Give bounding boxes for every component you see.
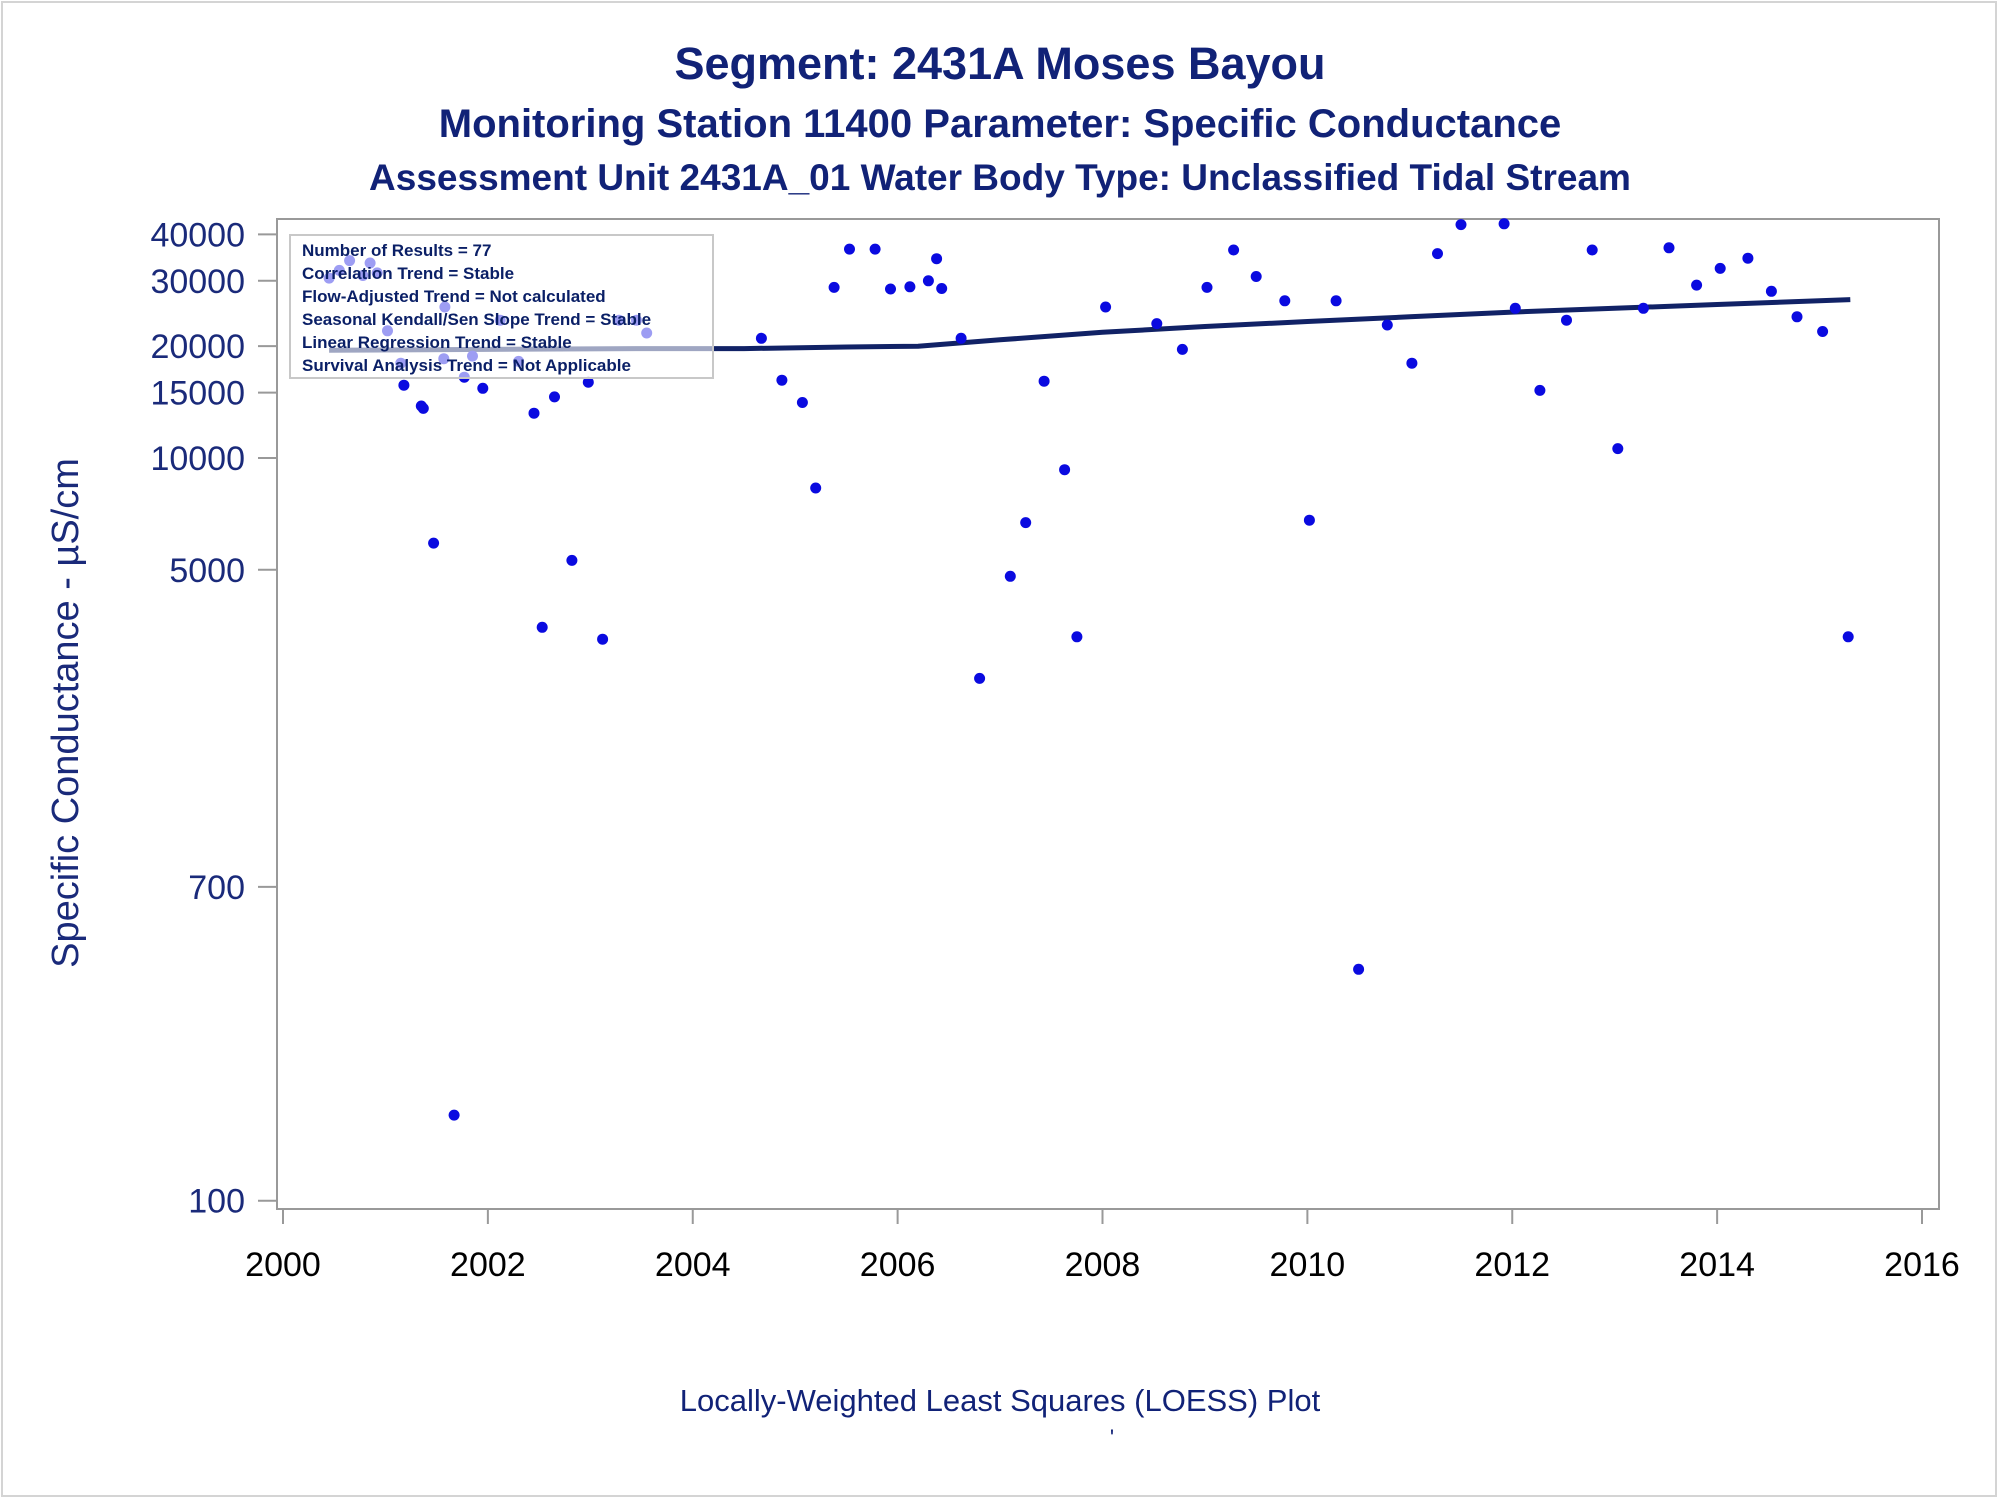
data-point xyxy=(885,283,896,295)
data-point xyxy=(1406,357,1418,369)
data-point xyxy=(1742,252,1754,264)
data-point xyxy=(1561,314,1572,326)
x-tick-label: 2004 xyxy=(655,1246,731,1284)
data-point xyxy=(974,672,986,684)
data-point xyxy=(1201,281,1213,293)
y-tick-label: 30000 xyxy=(150,263,245,301)
statistics-line: Flow-Adjusted Trend = Not calculated xyxy=(302,287,606,306)
data-point xyxy=(1509,302,1521,314)
data-point xyxy=(1228,244,1240,256)
data-point xyxy=(566,554,578,566)
data-point xyxy=(922,275,934,287)
y-tick-label: 40000 xyxy=(150,216,245,254)
data-point xyxy=(1004,570,1016,582)
y-tick-label: 700 xyxy=(188,869,245,907)
data-point xyxy=(582,376,594,388)
data-point xyxy=(1498,218,1510,230)
data-point xyxy=(398,379,410,391)
data-point xyxy=(1534,384,1546,396)
x-tick-label: 2010 xyxy=(1270,1246,1346,1284)
data-point xyxy=(448,1109,460,1121)
data-point xyxy=(536,621,548,633)
y-tick-label: 15000 xyxy=(150,375,245,413)
statistics-line: Number of Results = 77 xyxy=(302,241,491,260)
data-point xyxy=(755,332,767,344)
data-point xyxy=(1020,517,1032,529)
data-point xyxy=(776,374,788,386)
data-point xyxy=(1637,302,1649,314)
data-point xyxy=(1586,244,1598,256)
y-tick-label: 100 xyxy=(188,1183,245,1221)
data-point xyxy=(904,281,916,293)
x-tick-label: 2012 xyxy=(1474,1246,1550,1284)
data-point xyxy=(1455,219,1467,231)
x-axis: 2000 2002 2004 2006 2008 2010 2012 2014 2016 xyxy=(245,1209,1960,1284)
chart-subtitle-2: Assessment Unit 2431A_01 Water Body Type… xyxy=(369,157,1631,198)
data-point xyxy=(477,382,489,394)
y-tick-label: 10000 xyxy=(150,440,245,478)
chart-title: Segment: 2431A Moses Bayou xyxy=(674,38,1325,89)
x-tick-label: 2016 xyxy=(1884,1246,1960,1284)
data-point xyxy=(1612,443,1624,455)
chart-subtitle: Monitoring Station 11400 Parameter: Spec… xyxy=(439,102,1562,146)
data-point xyxy=(1691,279,1703,291)
data-point xyxy=(528,407,540,419)
data-point xyxy=(844,243,855,255)
data-point xyxy=(1330,295,1342,307)
y-axis-label: Specific Conductance - µS/cm xyxy=(45,458,87,968)
data-point xyxy=(931,253,943,265)
data-point xyxy=(1663,242,1675,254)
x-tick-label: 2006 xyxy=(860,1246,936,1284)
data-point xyxy=(936,283,948,294)
data-point xyxy=(1059,464,1071,476)
data-point xyxy=(417,402,429,414)
data-point xyxy=(810,482,822,494)
data-point xyxy=(1176,343,1188,355)
data-point xyxy=(955,332,967,344)
statistics-line: Correlation Trend = Stable xyxy=(302,264,514,283)
data-point xyxy=(828,281,840,293)
x-tick-label: 2000 xyxy=(245,1246,321,1284)
x-tick-label: 2002 xyxy=(450,1246,526,1284)
data-point xyxy=(1071,631,1083,643)
data-point xyxy=(1842,631,1854,643)
plot-area-border xyxy=(276,218,1940,1210)
data-point xyxy=(428,537,440,549)
chart-footmark: ' xyxy=(1110,1425,1114,1450)
data-point xyxy=(1432,248,1443,260)
statistics-legend-box xyxy=(289,234,714,379)
statistics-line: Survival Analysis Trend = Not Applicable xyxy=(302,356,631,375)
data-point xyxy=(869,243,881,255)
data-point xyxy=(549,391,560,403)
data-point xyxy=(1100,301,1112,313)
data-point xyxy=(1817,326,1829,337)
data-point xyxy=(1765,285,1777,297)
data-point xyxy=(597,633,609,645)
chart-footnote: Locally-Weighted Least Squares (LOESS) P… xyxy=(680,1383,1321,1418)
statistics-legend: Number of Results = 77 Correlation Trend … xyxy=(289,234,714,379)
data-point xyxy=(1038,375,1050,387)
data-point xyxy=(1303,514,1315,526)
data-point xyxy=(1151,318,1163,330)
data-point xyxy=(796,397,808,408)
data-point xyxy=(1381,319,1393,331)
x-tick-label: 2008 xyxy=(1065,1246,1141,1284)
y-axis: 100 700 5000 10000 15000 20000 30000 40000 xyxy=(150,216,277,1221)
data-point xyxy=(1279,295,1291,307)
y-tick-label: 5000 xyxy=(169,552,245,590)
x-tick-label: 2014 xyxy=(1679,1246,1755,1284)
statistics-line: Linear Regression Trend = Stable xyxy=(302,333,572,352)
data-point xyxy=(1791,311,1803,323)
statistics-line: Seasonal Kendall/Sen Slope Trend = Stabl… xyxy=(302,310,651,329)
data-point xyxy=(1714,262,1726,274)
y-tick-label: 20000 xyxy=(150,328,245,366)
data-point xyxy=(1353,963,1365,975)
data-point xyxy=(1250,271,1262,282)
